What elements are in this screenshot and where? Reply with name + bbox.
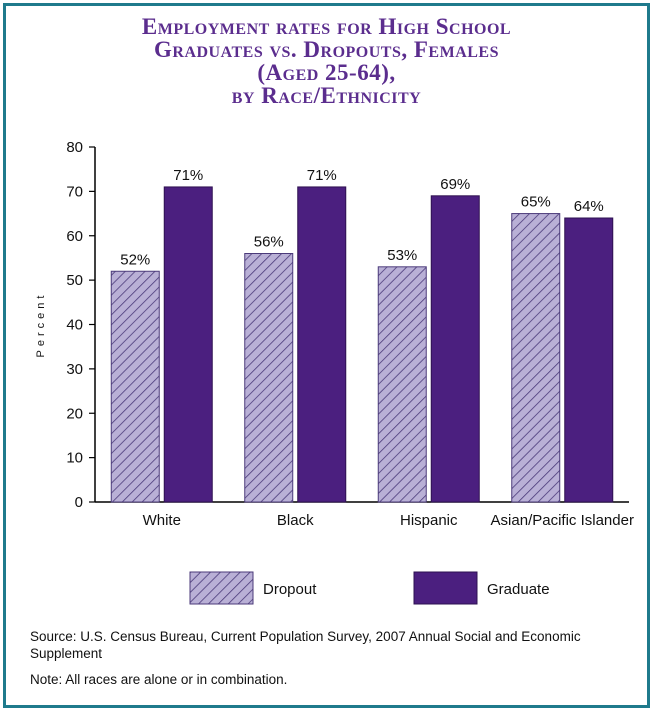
graduate-data-label: 71%: [173, 167, 203, 184]
chart-title: Employment rates for High School Graduat…: [0, 15, 653, 107]
dropout-data-label: 56%: [254, 234, 284, 251]
y-tick-label: 20: [66, 405, 83, 422]
dropout-bar: [511, 213, 561, 503]
y-tick-label: 0: [75, 494, 83, 511]
race-note: Note: All races are alone or in combinat…: [30, 672, 288, 687]
x-tick-label: Asian/Pacific Islander: [491, 512, 634, 529]
graduate-bar: [297, 186, 347, 503]
graduate-bar: [163, 186, 213, 503]
chart-title-line-3: (Aged 25-64),: [257, 60, 396, 85]
dropout-data-label: 53%: [387, 247, 417, 264]
x-tick-label: White: [143, 512, 181, 529]
graduate-data-label: 64%: [574, 198, 604, 215]
y-tick-label: 80: [66, 139, 83, 156]
dropout-bar: [244, 253, 294, 503]
bar-chart: 0 10 20 30 40 50 60 70 80 Percent 52% 71% White 56% 7…: [35, 139, 634, 605]
dropout-data-label: 52%: [120, 251, 150, 268]
y-tick-label: 40: [66, 317, 83, 334]
graduate-data-label: 71%: [307, 167, 337, 184]
dropout-bar: [110, 270, 160, 503]
legend-label-dropout: Dropout: [263, 581, 317, 598]
y-axis-label: Percent: [35, 292, 47, 358]
source-note: Source: U.S. Census Bureau, Current Popu…: [30, 629, 581, 661]
y-tick-label: 50: [66, 272, 83, 289]
y-tick-label: 60: [66, 228, 83, 245]
graduate-bar: [564, 217, 614, 503]
x-tick-label: Black: [277, 512, 314, 529]
legend-swatch-graduate: [413, 571, 478, 605]
chart-title-line-4: by Race/Ethnicity: [231, 83, 422, 108]
y-tick-label: 10: [66, 450, 83, 467]
legend-swatch-dropout: [189, 571, 254, 605]
legend-label-graduate: Graduate: [487, 581, 550, 598]
chart-title-line-1: Employment rates for High School: [141, 14, 512, 39]
y-tick-label: 30: [66, 361, 83, 378]
graduate-bar: [430, 195, 480, 503]
dropout-data-label: 65%: [521, 194, 551, 211]
dropout-bar: [377, 266, 427, 503]
y-tick-label: 70: [66, 183, 83, 200]
graduate-data-label: 69%: [440, 176, 470, 193]
x-tick-label: Hispanic: [400, 512, 458, 529]
chart-title-line-2: Graduates vs. Dropouts, Females: [154, 37, 499, 62]
